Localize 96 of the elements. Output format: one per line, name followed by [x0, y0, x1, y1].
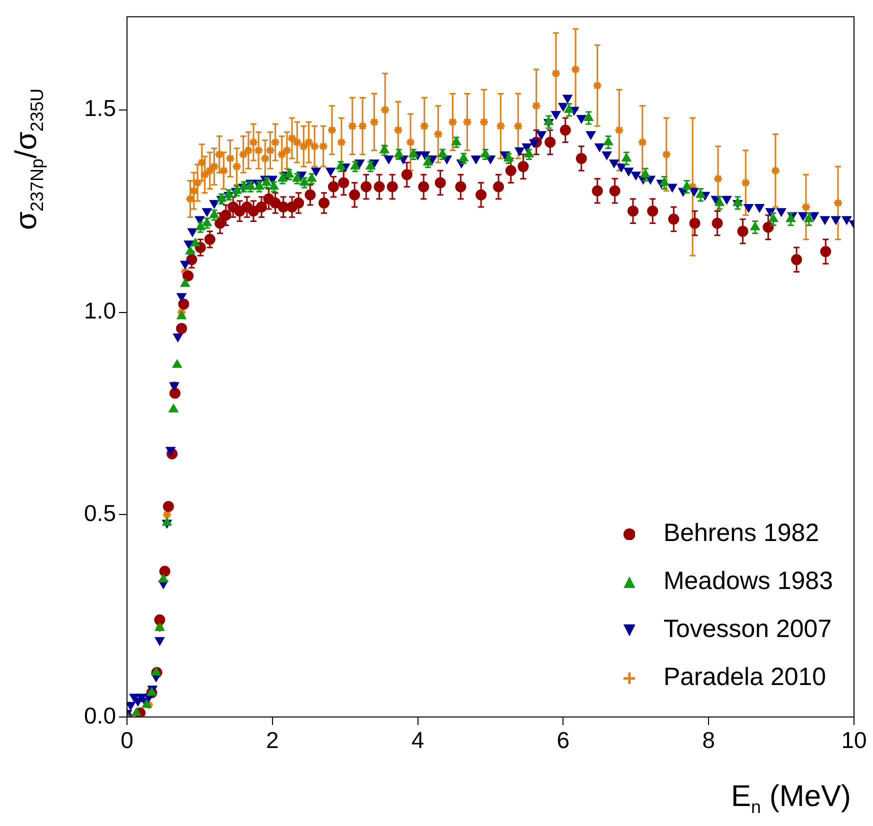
point	[178, 298, 190, 310]
point	[159, 566, 170, 577]
point	[423, 157, 433, 166]
point	[804, 214, 814, 222]
point	[209, 210, 220, 218]
point	[544, 136, 556, 148]
point	[360, 181, 372, 192]
point	[524, 148, 534, 158]
x-tick-label: 10	[841, 727, 867, 754]
point	[820, 246, 832, 258]
point	[476, 189, 487, 200]
point	[768, 214, 778, 222]
point	[162, 501, 174, 512]
legend-label: Behrens 1982	[663, 519, 820, 547]
point	[318, 197, 330, 208]
point	[696, 189, 706, 198]
y-tick-label: 0.5	[84, 500, 116, 526]
point	[668, 214, 680, 225]
point	[560, 124, 571, 136]
point	[154, 614, 166, 626]
x-tick-label: 6	[556, 727, 570, 754]
point	[791, 254, 802, 266]
point	[603, 136, 614, 146]
point	[304, 189, 316, 200]
point	[180, 278, 190, 287]
point	[328, 181, 339, 192]
point	[584, 112, 594, 121]
point	[169, 388, 180, 399]
point	[350, 161, 360, 170]
point	[196, 222, 206, 230]
point	[220, 210, 232, 221]
point	[162, 517, 172, 526]
y-tick-label: 1.5	[84, 95, 116, 122]
point	[659, 177, 670, 186]
legend-label: Paradela 2010	[663, 663, 826, 691]
point	[293, 197, 304, 208]
point	[682, 181, 692, 190]
point	[248, 206, 259, 217]
point	[762, 222, 774, 233]
point	[172, 359, 182, 368]
point	[737, 226, 748, 237]
point	[732, 197, 743, 206]
point	[622, 152, 632, 162]
point	[408, 148, 418, 158]
point	[349, 189, 360, 200]
point	[627, 206, 638, 217]
point	[186, 254, 198, 266]
point	[168, 404, 178, 412]
point	[256, 202, 267, 213]
x-tick-label: 4	[411, 727, 424, 754]
point	[750, 222, 760, 230]
point	[518, 161, 529, 172]
point	[712, 218, 723, 229]
x-tick-label: 8	[702, 727, 715, 754]
point	[438, 148, 448, 158]
point	[505, 165, 516, 176]
point	[576, 152, 587, 164]
point	[374, 181, 385, 192]
point	[452, 136, 462, 146]
point	[609, 185, 620, 196]
point	[270, 197, 281, 208]
point	[714, 197, 724, 206]
point	[386, 181, 398, 192]
point	[182, 270, 194, 282]
point	[492, 181, 504, 192]
point	[151, 666, 161, 676]
point	[564, 104, 574, 113]
point	[158, 574, 168, 582]
point	[458, 152, 468, 162]
point	[647, 206, 658, 217]
x-tick-label: 0	[120, 727, 134, 754]
x-tick-label: 2	[266, 727, 279, 754]
point	[338, 177, 350, 188]
point	[300, 177, 310, 186]
point	[306, 173, 316, 182]
y-tick-label: 0.0	[84, 702, 116, 728]
point	[366, 161, 376, 170]
point	[132, 707, 142, 716]
point	[216, 193, 226, 202]
point	[592, 185, 603, 196]
legend-label: Tovesson 2007	[663, 615, 832, 643]
point	[689, 218, 700, 229]
point	[418, 181, 430, 192]
point	[204, 234, 216, 245]
point	[544, 116, 554, 126]
point	[190, 238, 200, 246]
point	[176, 310, 186, 320]
point	[176, 322, 188, 334]
point	[214, 218, 226, 229]
point	[455, 181, 466, 192]
point	[224, 189, 234, 198]
point	[292, 173, 302, 182]
point	[434, 177, 446, 188]
x-axis-title: E$_{n}$ (MeV)	[730, 780, 851, 818]
legend-label: Meadows 1983	[663, 567, 833, 595]
y-tick-label: 1.0	[84, 298, 116, 324]
